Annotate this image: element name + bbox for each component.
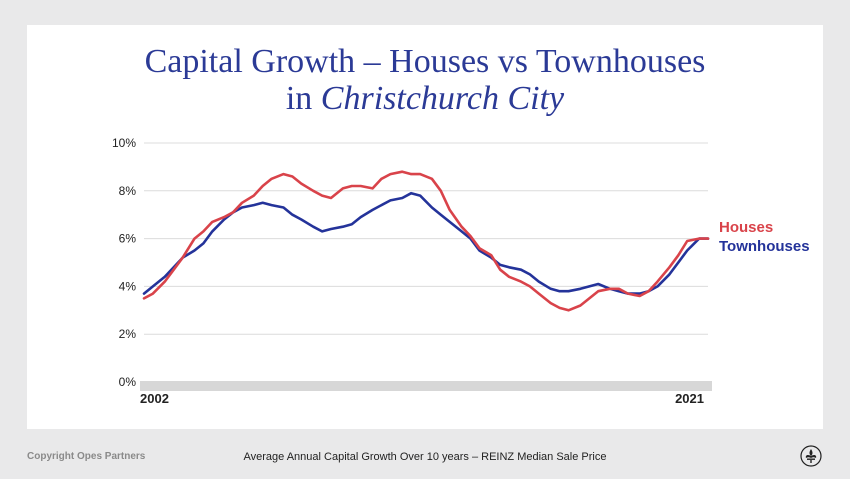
- copyright-text: Copyright Opes Partners: [27, 451, 146, 462]
- chart-title-line1: Capital Growth – Houses vs Townhouses: [144, 43, 706, 80]
- footer-caption: Average Annual Capital Growth Over 10 ye…: [243, 451, 607, 463]
- y-tick-label: 4%: [119, 279, 137, 293]
- x-tick-label: 2021: [675, 391, 704, 406]
- chart-card: Capital Growth – Houses vs Townhouses in…: [27, 25, 823, 429]
- y-tick-label: 0%: [119, 375, 137, 389]
- y-tick-label: 6%: [119, 232, 137, 246]
- chart-title-line2: in Christchurch City: [27, 80, 823, 117]
- y-tick-label: 2%: [119, 327, 137, 341]
- x-axis-band: [140, 381, 712, 391]
- legend-houses: Houses: [719, 219, 774, 236]
- chart-title-line2-italic: Christchurch City: [320, 80, 565, 117]
- legend-townhouses: Townhouses: [719, 238, 810, 255]
- x-tick-label: 2002: [140, 391, 169, 406]
- series-line-houses: [142, 170, 710, 312]
- chart-title: Capital Growth – Houses vs Townhouses in…: [27, 43, 823, 117]
- series-line-townhouses: [142, 191, 710, 295]
- y-tick-label: 8%: [119, 184, 137, 198]
- chart-title-line2-prefix: in: [285, 80, 321, 117]
- fleur-de-lis-icon: [800, 445, 822, 467]
- y-tick-label: 10%: [112, 136, 136, 150]
